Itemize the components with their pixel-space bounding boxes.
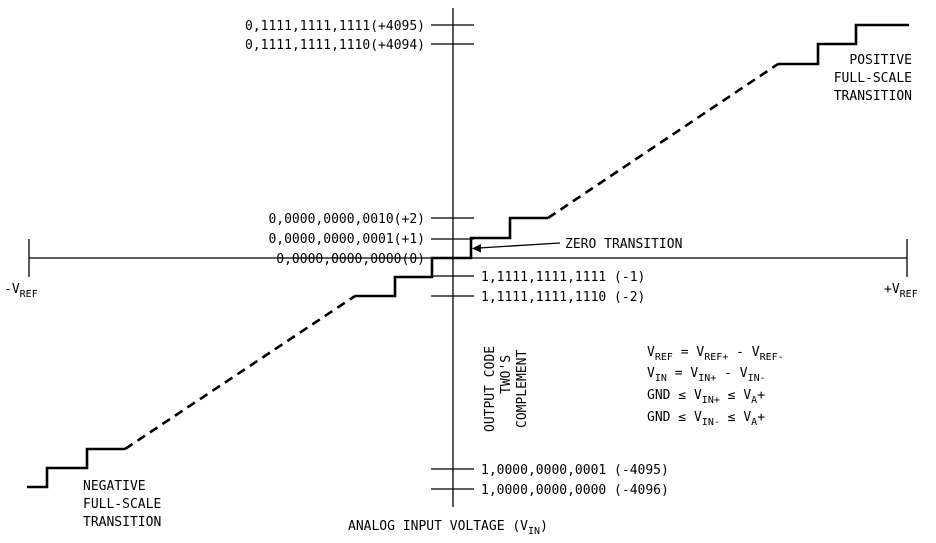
zero-transition-label: ZERO TRANSITION bbox=[565, 237, 682, 252]
equation-vref: VREF = VREF+ - VREF- bbox=[647, 345, 784, 363]
staircase-center bbox=[355, 216, 548, 298]
positive-fs-line-1: POSITIVE bbox=[849, 53, 912, 68]
dashed-line-upper bbox=[547, 62, 779, 220]
code-label-zero: 0,0000,0000,0000(0) bbox=[276, 252, 425, 267]
positive-fs-line-2: FULL-SCALE bbox=[834, 71, 912, 86]
code-label-minus-4095: 1,0000,0000,0001 (-4095) bbox=[481, 463, 669, 478]
equation-vin-plus-range: GND ≤ VIN+ ≤ VA+ bbox=[647, 388, 765, 406]
negative-fs-line-3: TRANSITION bbox=[83, 515, 161, 530]
positive-fs-line-3: TRANSITION bbox=[834, 89, 912, 104]
code-label-minus-4096: 1,0000,0000,0000 (-4096) bbox=[481, 483, 669, 498]
equation-vin: VIN = VIN+ - VIN- bbox=[647, 366, 766, 384]
y-axis-title-line-1: OUTPUT CODE bbox=[483, 346, 498, 432]
staircase-negative-end bbox=[27, 447, 125, 489]
zero-transition-arrowhead bbox=[472, 244, 481, 253]
negative-fs-line-1: NEGATIVE bbox=[83, 479, 146, 494]
zero-transition-pointer bbox=[478, 242, 561, 249]
pos-vref-label: +VREF bbox=[884, 282, 918, 300]
negative-fs-line-2: FULL-SCALE bbox=[83, 497, 161, 512]
code-label-minus-1: 1,1111,1111,1111 (-1) bbox=[481, 270, 645, 285]
code-label-minus-2: 1,1111,1111,1110 (-2) bbox=[481, 290, 645, 305]
code-label-plus-2: 0,0000,0000,0010(+2) bbox=[268, 212, 425, 227]
dashed-line-lower bbox=[124, 294, 356, 451]
equation-vin-minus-range: GND ≤ VIN- ≤ VA+ bbox=[647, 410, 765, 428]
y-axis-title-line-3: COMPLEMENT bbox=[515, 350, 530, 428]
y-axis-title-line-2: TWO'S bbox=[499, 355, 514, 394]
staircase-positive-end bbox=[778, 23, 909, 66]
y-axis-title: OUTPUT CODE TWO'S COMPLEMENT bbox=[483, 346, 530, 432]
x-axis-title: ANALOG INPUT VOLTAGE (VIN) bbox=[348, 519, 548, 537]
code-label-plus-1: 0,0000,0000,0001(+1) bbox=[268, 232, 425, 247]
code-label-plus-4094: 0,1111,1111,1110(+4094) bbox=[245, 38, 425, 53]
code-label-plus-4095: 0,1111,1111,1111(+4095) bbox=[245, 19, 425, 34]
neg-vref-label: -VREF bbox=[4, 282, 38, 300]
